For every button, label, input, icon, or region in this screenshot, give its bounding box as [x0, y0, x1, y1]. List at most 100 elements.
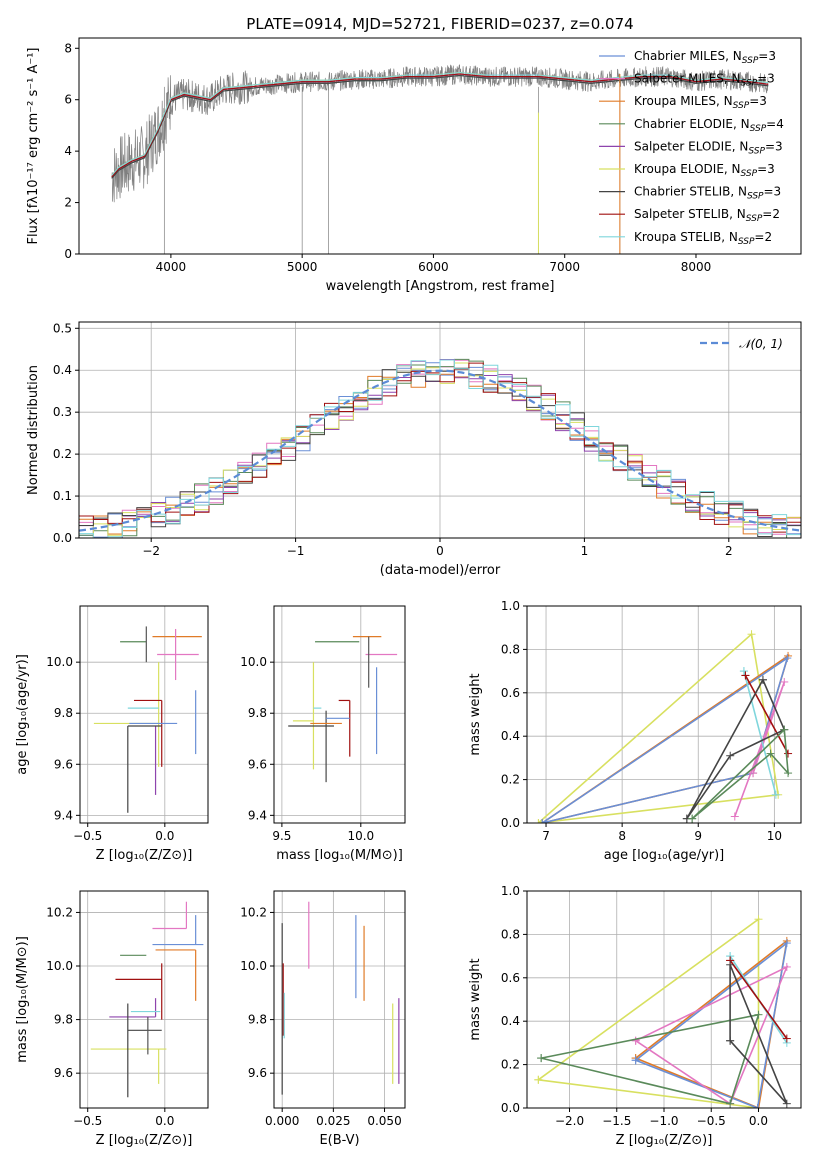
plot-area — [534, 915, 791, 1108]
x-tick-label: −1 — [287, 544, 305, 558]
y-tick-label: 9.6 — [248, 757, 267, 771]
y-tick-label: 9.6 — [248, 1066, 267, 1080]
y-axis-label: Flux [fλ10⁻¹⁷ erg cm⁻² s⁻¹ A⁻¹] — [26, 48, 41, 245]
errorbar-point — [109, 998, 157, 1018]
weight-marker — [726, 1036, 735, 1045]
legend: Chabrier MILES, NSSP=3 Salpeter MILES, NS… — [599, 49, 784, 247]
panel-age-vs-mass: 9.5 10.0 9.4 9.6 9.8 10.0 mass [log₁₀(M/M⊙)] — [240, 605, 406, 863]
x-axis-label: Z [log₁₀(Z/Z⊙)] — [96, 848, 193, 863]
grid — [80, 606, 208, 823]
x-tick-label: 7 — [542, 829, 550, 843]
weight-marker — [771, 790, 780, 799]
weight-marker — [754, 1010, 763, 1019]
residual-histogram — [79, 359, 801, 538]
y-tick-label: 0.6 — [501, 686, 520, 700]
errorbar-point — [292, 662, 315, 770]
panel-mass-vs-ebv: 0.000 0.025 0.050 9.6 9.8 10.0 10.2 E(B-V) — [240, 890, 406, 1148]
y-tick-label: 0.3 — [53, 405, 72, 419]
y-tick-label: 9.4 — [248, 808, 267, 822]
weight-marker — [780, 677, 789, 686]
x-tick-label: −1.5 — [602, 1114, 631, 1128]
legend-label: Kroupa ELODIE, NSSP=3 — [634, 162, 775, 179]
y-tick-label: 10.0 — [240, 655, 267, 669]
x-axis-label: wavelength [Angstrom, rest frame] — [326, 279, 555, 294]
plot-area — [534, 630, 793, 823]
y-axis-label: mass weight — [468, 958, 483, 1040]
weight-series — [541, 656, 789, 823]
axes-frame — [79, 890, 209, 1109]
normal-curve — [79, 369, 801, 532]
grid — [274, 606, 405, 823]
legend-label: Chabrier MILES, NSSP=3 — [634, 49, 776, 66]
x-tick-label: 9 — [694, 829, 702, 843]
x-tick-label: −1.0 — [649, 1114, 678, 1128]
weight-marker — [782, 1034, 791, 1043]
y-tick-label: 9.4 — [54, 808, 73, 822]
y-tick-label: 0.5 — [53, 321, 72, 335]
panel-residuals: −2 −1 0 1 2 0.0 0.1 0.2 0.3 0.4 0.5 (data-model)/er… — [26, 321, 802, 578]
y-tick-label: 9.8 — [54, 706, 73, 720]
weight-marker — [784, 769, 793, 778]
y-tick-label: 0.8 — [501, 927, 520, 941]
grid — [79, 322, 801, 539]
errorbar-point — [338, 699, 351, 757]
y-tick-label: 10.2 — [46, 905, 73, 919]
x-axis-label: age [log₁₀(age/yr)] — [604, 848, 725, 863]
model-spectrum — [111, 74, 769, 179]
legend-label: Salpeter STELIB, NSSP=2 — [634, 207, 780, 224]
weight-series — [691, 727, 790, 820]
y-tick-label: 9.6 — [54, 1066, 73, 1080]
x-tick-label: 1 — [581, 544, 589, 558]
x-tick-label: 5000 — [287, 260, 318, 274]
model-spectrum — [111, 73, 769, 178]
plot-area — [288, 636, 398, 783]
x-axis-label: (data-model)/error — [380, 563, 501, 578]
plot-area — [111, 64, 769, 254]
errorbar-point — [115, 963, 163, 1020]
x-tick-label: 2 — [725, 544, 733, 558]
errorbar-point — [288, 710, 334, 783]
axes-frame — [78, 321, 802, 539]
y-tick-label: 2 — [64, 196, 72, 210]
y-tick-label: 0.1 — [53, 489, 72, 503]
errorbar-point — [133, 699, 163, 767]
x-tick-label: 4000 — [156, 260, 187, 274]
x-tick-label: 0.0 — [749, 1114, 768, 1128]
y-axis-label: mass [log₁₀(M/M⊙)] — [15, 936, 30, 1063]
y-tick-label: 0.6 — [501, 971, 520, 985]
weight-marker — [739, 667, 748, 676]
weight-series — [537, 632, 780, 823]
x-tick-label: −0.5 — [73, 829, 102, 843]
weight-marker — [730, 812, 739, 821]
grid — [80, 891, 208, 1108]
panel-weight-vs-age: 7 8 9 10 0.0 0.2 0.4 0.6 0.8 1.0 age [log₁₀(age/yr… — [468, 599, 802, 863]
x-axis-label: mass [log₁₀(M/M⊙)] — [276, 848, 403, 863]
model-spectrum — [111, 71, 769, 176]
y-tick-label: 0.0 — [501, 816, 520, 830]
y-tick-label: 0.2 — [501, 1058, 520, 1072]
y-tick-label: 0.4 — [53, 363, 72, 377]
legend-label: Salpeter ELODIE, NSSP=3 — [634, 139, 783, 156]
weight-marker — [758, 675, 767, 684]
y-tick-label: 0.4 — [501, 729, 520, 743]
weight-marker — [537, 1054, 546, 1063]
legend-label: Salpeter MILES, NSSP=3 — [634, 72, 775, 89]
weight-marker — [741, 671, 750, 680]
x-tick-label: 9.5 — [272, 829, 291, 843]
x-tick-label: 10.0 — [347, 829, 374, 843]
weight-marker — [688, 814, 697, 823]
errorbar-point — [90, 1048, 167, 1084]
panel-weight-vs-Z: −2.0 −1.5 −1.0 −0.5 0.0 0.0 0.2 0.4 0.6 0.8 1.0 Z [… — [468, 884, 802, 1148]
weight-marker — [753, 1104, 762, 1108]
weight-marker — [783, 654, 792, 663]
axes-frame — [526, 605, 802, 824]
axes-frame — [273, 890, 406, 1109]
weight-marker — [726, 1099, 735, 1108]
grid — [527, 605, 801, 824]
weight-marker — [782, 962, 791, 971]
legend-label: Chabrier ELODIE, NSSP=4 — [634, 117, 784, 134]
x-tick-label: 8000 — [681, 260, 712, 274]
y-tick-label: 6 — [64, 93, 72, 107]
y-tick-label: 9.8 — [54, 1013, 73, 1027]
